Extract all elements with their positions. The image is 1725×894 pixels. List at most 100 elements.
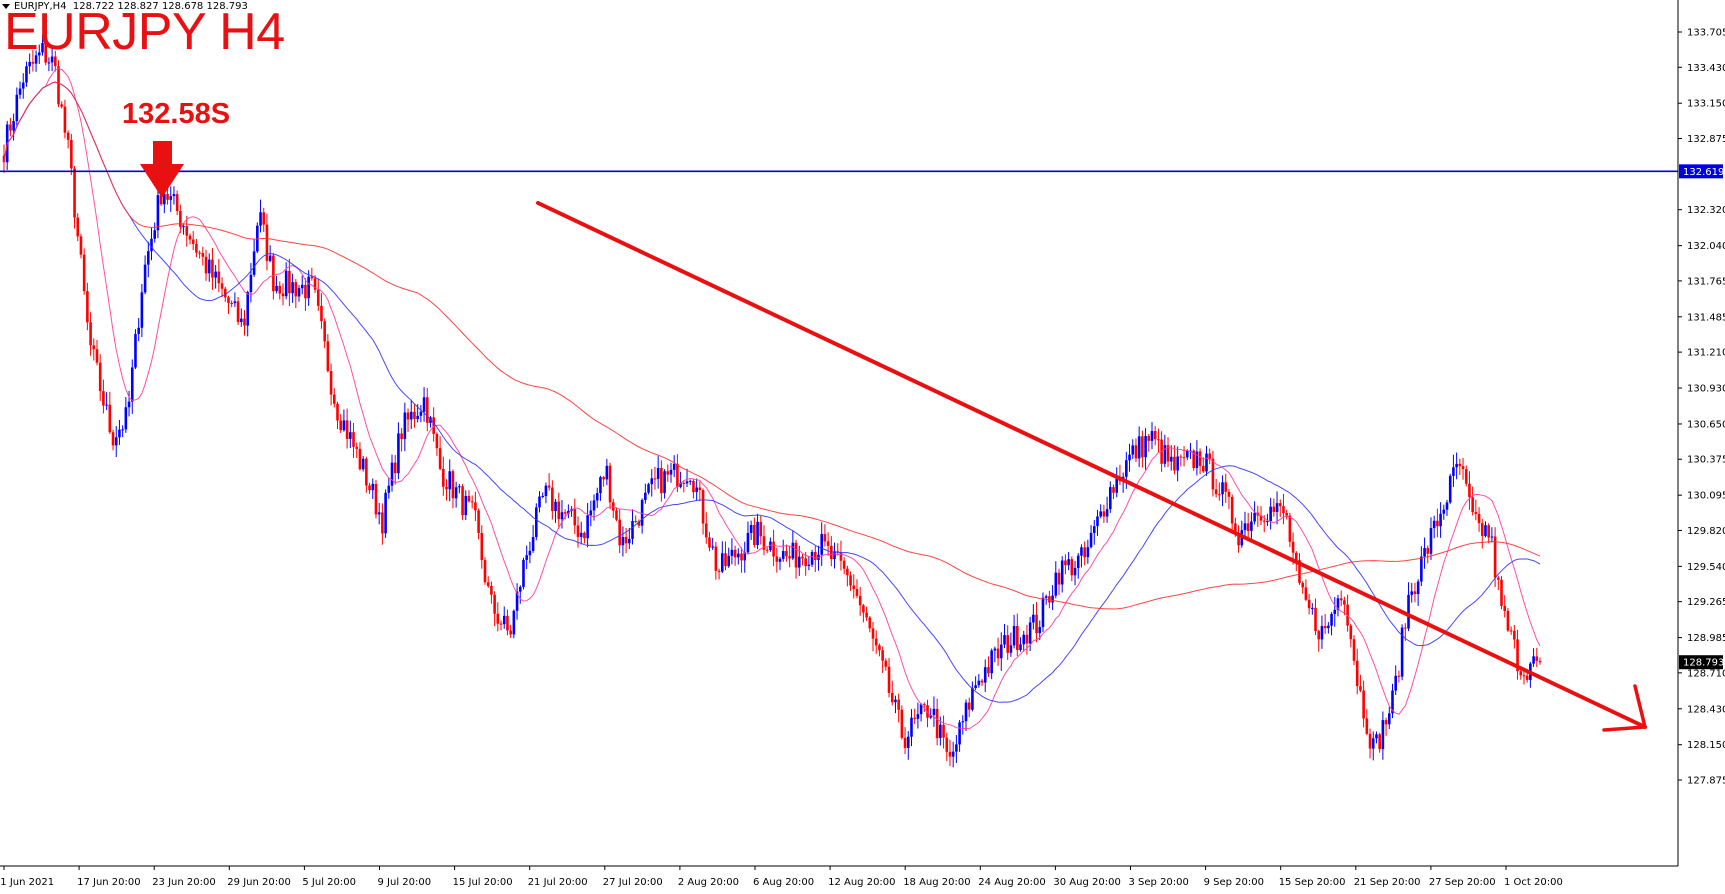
candle (140, 284, 144, 338)
candle-body (611, 502, 615, 511)
candle-body (15, 94, 19, 122)
candle-body (300, 284, 304, 289)
candle (182, 224, 185, 235)
candle (541, 492, 545, 499)
x-tick-label: 21 Sep 20:00 (1354, 877, 1421, 888)
candle (913, 708, 916, 724)
candle (323, 318, 326, 349)
candle (1468, 471, 1471, 510)
candle (666, 464, 670, 482)
candle-body (448, 471, 452, 490)
candle (573, 498, 577, 535)
candle (765, 547, 769, 554)
candle-body (1022, 634, 1026, 645)
candle (1099, 504, 1102, 519)
candle-body (175, 194, 179, 212)
candle-body (1436, 520, 1439, 527)
candle (1256, 505, 1260, 527)
candle-body (163, 193, 166, 205)
candle (759, 516, 763, 545)
candle (220, 277, 224, 298)
candle-body (801, 556, 804, 559)
candle (987, 656, 990, 677)
candle (1089, 525, 1093, 549)
candle-body (1057, 572, 1061, 585)
candle (1458, 458, 1462, 475)
candle (1304, 579, 1308, 602)
candle (1516, 629, 1519, 680)
candle-body (400, 433, 403, 440)
candle-body (387, 485, 391, 493)
candle-body (884, 660, 888, 667)
candle (647, 482, 650, 495)
candle-body (573, 509, 577, 526)
y-tick-label: 131.765 (1687, 276, 1725, 287)
y-tick-label: 130.650 (1687, 419, 1725, 430)
candle (788, 546, 791, 568)
candle-body (246, 292, 250, 326)
candle (332, 388, 336, 408)
x-tick-label: 17 Jun 20:00 (77, 877, 141, 888)
y-tick-label: 132.320 (1687, 205, 1725, 216)
candle (1080, 544, 1083, 568)
candle (352, 422, 355, 458)
candle-body (130, 367, 134, 402)
candle-body (1311, 607, 1314, 609)
candle (1205, 445, 1208, 476)
candle-body (1538, 660, 1542, 663)
candle (336, 401, 339, 430)
candle-body (1048, 596, 1051, 603)
candle-body (599, 477, 602, 494)
candle-body (121, 429, 124, 431)
candle-body (1387, 713, 1391, 725)
candle-body (95, 349, 99, 363)
candle (403, 402, 407, 452)
candle-body (390, 462, 394, 486)
candle-body (1464, 469, 1468, 484)
candle (862, 603, 865, 623)
candle (188, 233, 192, 245)
candle (326, 334, 330, 373)
candle-body (233, 301, 237, 304)
candle-body (1480, 523, 1484, 536)
candle (910, 709, 913, 747)
candle-body (698, 487, 702, 491)
current-price-tag: 128.793 (1679, 655, 1724, 670)
candle-body (820, 534, 824, 555)
candle-body (868, 617, 872, 629)
candle-body (201, 253, 205, 257)
candle (349, 420, 352, 448)
candle-body (589, 510, 593, 516)
candle (1083, 541, 1086, 566)
candle-body (939, 724, 942, 739)
candle-body (1471, 497, 1474, 513)
candle (230, 300, 233, 308)
candle (342, 409, 346, 432)
candle-body (554, 501, 557, 512)
candle (762, 525, 766, 556)
candle (211, 248, 214, 290)
candle-body (1509, 630, 1513, 632)
candle (538, 490, 541, 513)
candle-body (1497, 577, 1500, 580)
candle-body (1109, 487, 1112, 510)
candle-body (217, 271, 221, 284)
candle-body (1400, 627, 1404, 677)
candle-body (127, 401, 131, 408)
candle (1096, 509, 1099, 536)
candle (272, 252, 275, 300)
collapse-triangle-icon[interactable] (2, 3, 10, 9)
candle-body (60, 104, 64, 107)
x-tick-label: 6 Aug 20:00 (753, 877, 814, 888)
candle (980, 678, 984, 686)
candle (1198, 448, 1202, 475)
candle (227, 295, 230, 314)
candle (717, 568, 721, 580)
candle (1320, 615, 1324, 649)
candle-body (1397, 675, 1401, 677)
candle-body (676, 463, 679, 487)
candle (599, 475, 602, 501)
candle (409, 399, 413, 430)
candle (1035, 602, 1038, 643)
candle-body (288, 270, 291, 294)
